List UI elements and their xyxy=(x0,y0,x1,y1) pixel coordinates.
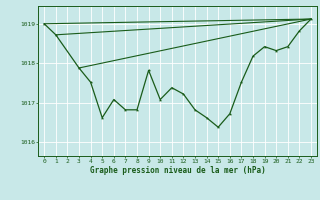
X-axis label: Graphe pression niveau de la mer (hPa): Graphe pression niveau de la mer (hPa) xyxy=(90,166,266,175)
